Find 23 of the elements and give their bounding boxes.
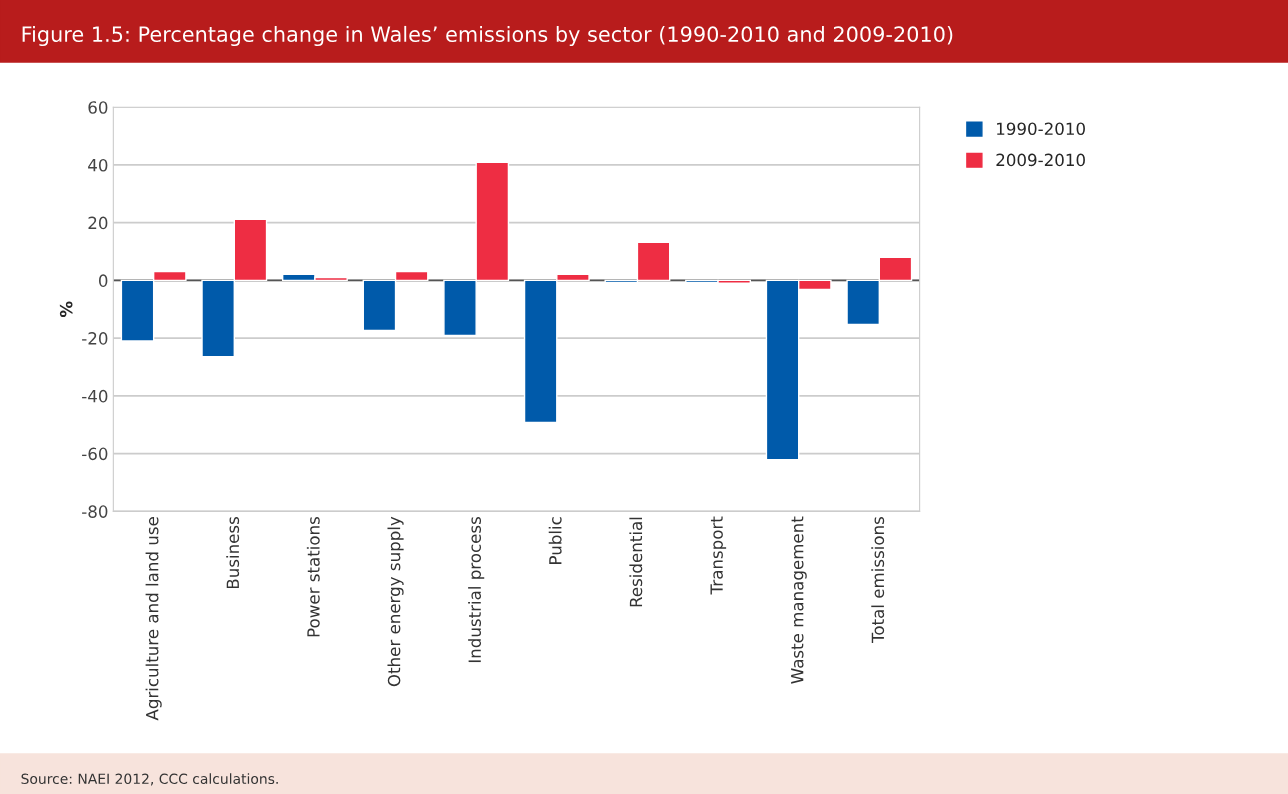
- x-tick-label: Waste management: [791, 516, 807, 684]
- x-tick-label: Business: [226, 517, 240, 589]
- y-tick-label: -80: [82, 505, 108, 518]
- y-tick-label: 40: [88, 158, 108, 172]
- y-tick-label: -40: [82, 389, 108, 403]
- legend-label: 2009-2010: [996, 153, 1085, 167]
- y-tick-label: 20: [88, 216, 108, 230]
- x-tick-label: Industrial process: [468, 517, 485, 663]
- y-tick-label: -20: [82, 332, 108, 345]
- x-tick-label: Other energy supply: [387, 516, 404, 687]
- legend-label: 1990-2010: [997, 122, 1085, 136]
- x-tick-label: Power stations: [306, 517, 320, 637]
- y-axis-title: %: [59, 301, 73, 318]
- y-tick-label: 60: [88, 101, 108, 114]
- x-tick-label: Agriculture and land use: [145, 517, 162, 721]
- x-tick-label: Public: [548, 517, 562, 564]
- y-tick-label: -60: [82, 447, 108, 461]
- x-tick-label: Transport: [710, 516, 727, 595]
- x-tick-label: Total emissions: [871, 517, 885, 644]
- x-tick-label: Residential: [629, 517, 643, 607]
- source-note: Source: NAEI 2012, CCC calculations.: [21, 773, 278, 786]
- chart-title: Figure 1.5: Percentage change in Wales’ emissions by sector (1990-2010 and 2009-2010): [22, 25, 953, 47]
- y-tick-label: 0: [98, 274, 108, 287]
